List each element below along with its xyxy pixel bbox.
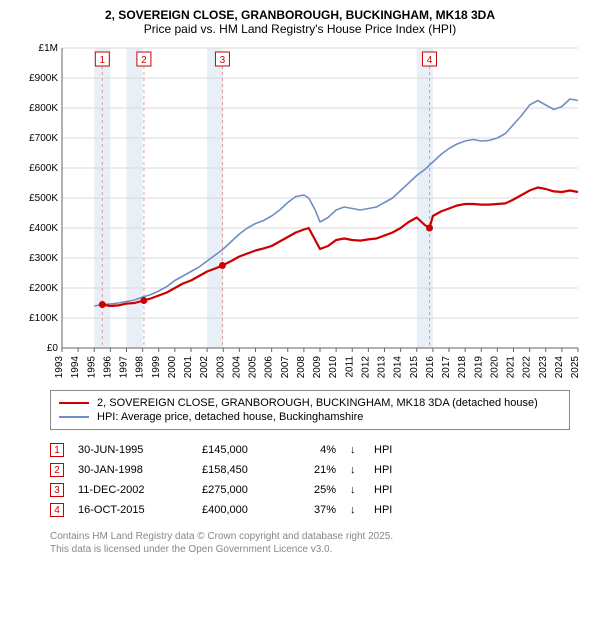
attribution: Contains HM Land Registry data © Crown c… (50, 530, 570, 556)
down-arrow-icon: ↓ (350, 504, 360, 516)
sale-pct: 4% (296, 444, 336, 456)
sale-suffix: HPI (374, 484, 570, 496)
sale-marker-1: 1 (50, 443, 64, 457)
svg-text:2021: 2021 (506, 356, 517, 379)
svg-text:2017: 2017 (441, 356, 452, 379)
legend-row-hpi: HPI: Average price, detached house, Buck… (59, 411, 561, 423)
legend-box: 2, SOVEREIGN CLOSE, GRANBOROUGH, BUCKING… (50, 390, 570, 430)
svg-text:4: 4 (427, 55, 433, 66)
svg-text:£700K: £700K (29, 133, 58, 144)
down-arrow-icon: ↓ (350, 444, 360, 456)
sale-date: 30-JAN-1998 (78, 464, 188, 476)
sale-suffix: HPI (374, 444, 570, 456)
svg-text:2014: 2014 (393, 356, 404, 379)
svg-text:1995: 1995 (86, 356, 97, 379)
svg-text:2016: 2016 (425, 356, 436, 379)
attribution-line-1: Contains HM Land Registry data © Crown c… (50, 530, 570, 543)
legend-row-property: 2, SOVEREIGN CLOSE, GRANBOROUGH, BUCKING… (59, 397, 561, 409)
svg-text:2: 2 (141, 55, 147, 66)
svg-text:2005: 2005 (248, 356, 259, 379)
attribution-line-2: This data is licensed under the Open Gov… (50, 543, 570, 556)
down-arrow-icon: ↓ (350, 464, 360, 476)
svg-text:£600K: £600K (29, 163, 58, 174)
chart-svg: £0 £100K £200K £300K £400K £500K £600K £700K £80… (24, 42, 584, 382)
svg-text:2003: 2003 (215, 356, 226, 379)
sale-suffix: HPI (374, 504, 570, 516)
svg-text:2001: 2001 (183, 356, 194, 379)
svg-text:1: 1 (100, 55, 106, 66)
svg-text:2009: 2009 (312, 356, 323, 379)
legend-label-property: 2, SOVEREIGN CLOSE, GRANBOROUGH, BUCKING… (97, 397, 538, 409)
sale-date: 16-OCT-2015 (78, 504, 188, 516)
chart-container: 2, SOVEREIGN CLOSE, GRANBOROUGH, BUCKING… (0, 0, 600, 620)
svg-text:2004: 2004 (231, 356, 242, 379)
svg-text:2013: 2013 (377, 356, 388, 379)
sale-price: £400,000 (202, 504, 282, 516)
legend-swatch-hpi (59, 416, 89, 418)
svg-text:2018: 2018 (457, 356, 468, 379)
sale-price: £145,000 (202, 444, 282, 456)
table-row: 3 11-DEC-2002 £275,000 25% ↓ HPI (50, 480, 570, 500)
svg-text:1996: 1996 (102, 356, 113, 379)
down-arrow-icon: ↓ (350, 484, 360, 496)
svg-text:1993: 1993 (54, 356, 65, 379)
title-block: 2, SOVEREIGN CLOSE, GRANBOROUGH, BUCKING… (12, 8, 588, 36)
legend-swatch-property (59, 402, 89, 404)
svg-text:2002: 2002 (199, 356, 210, 379)
svg-text:2020: 2020 (489, 356, 500, 379)
svg-text:2022: 2022 (522, 356, 533, 379)
sale-suffix: HPI (374, 464, 570, 476)
svg-text:2011: 2011 (344, 356, 355, 378)
sale-pct: 25% (296, 484, 336, 496)
chart-area: £0 £100K £200K £300K £400K £500K £600K £700K £80… (24, 42, 584, 382)
sale-price: £275,000 (202, 484, 282, 496)
sale-date: 11-DEC-2002 (78, 484, 188, 496)
sale-date: 30-JUN-1995 (78, 444, 188, 456)
svg-text:2019: 2019 (473, 356, 484, 379)
table-row: 1 30-JUN-1995 £145,000 4% ↓ HPI (50, 440, 570, 460)
svg-text:2024: 2024 (554, 356, 565, 379)
svg-text:2012: 2012 (360, 356, 371, 379)
svg-text:2008: 2008 (296, 356, 307, 379)
svg-text:£200K: £200K (29, 283, 58, 294)
svg-text:£100K: £100K (29, 313, 58, 324)
svg-text:£1M: £1M (39, 43, 58, 54)
sale-marker-2: 2 (50, 463, 64, 477)
table-row: 2 30-JAN-1998 £158,450 21% ↓ HPI (50, 460, 570, 480)
title-line-1: 2, SOVEREIGN CLOSE, GRANBOROUGH, BUCKING… (12, 8, 588, 22)
table-row: 4 16-OCT-2015 £400,000 37% ↓ HPI (50, 500, 570, 520)
svg-text:£800K: £800K (29, 103, 58, 114)
svg-text:£300K: £300K (29, 253, 58, 264)
sale-pct: 21% (296, 464, 336, 476)
svg-text:1998: 1998 (135, 356, 146, 379)
svg-text:2010: 2010 (328, 356, 339, 379)
svg-text:2006: 2006 (264, 356, 275, 379)
svg-text:2000: 2000 (167, 356, 178, 379)
sale-marker-4: 4 (50, 503, 64, 517)
title-line-2: Price paid vs. HM Land Registry's House … (12, 22, 588, 36)
svg-text:2025: 2025 (570, 356, 581, 379)
legend-label-hpi: HPI: Average price, detached house, Buck… (97, 411, 363, 423)
sale-price: £158,450 (202, 464, 282, 476)
svg-text:2015: 2015 (409, 356, 420, 379)
svg-text:£0: £0 (47, 343, 59, 354)
svg-text:£400K: £400K (29, 223, 58, 234)
sales-table: 1 30-JUN-1995 £145,000 4% ↓ HPI 2 30-JAN… (50, 440, 570, 520)
svg-text:1994: 1994 (70, 356, 81, 379)
svg-text:2023: 2023 (538, 356, 549, 379)
sale-marker-3: 3 (50, 483, 64, 497)
svg-text:1999: 1999 (151, 356, 162, 379)
svg-text:1997: 1997 (119, 356, 130, 379)
svg-text:£900K: £900K (29, 73, 58, 84)
sale-pct: 37% (296, 504, 336, 516)
svg-text:2007: 2007 (280, 356, 291, 379)
svg-text:£500K: £500K (29, 193, 58, 204)
svg-text:3: 3 (220, 55, 226, 66)
